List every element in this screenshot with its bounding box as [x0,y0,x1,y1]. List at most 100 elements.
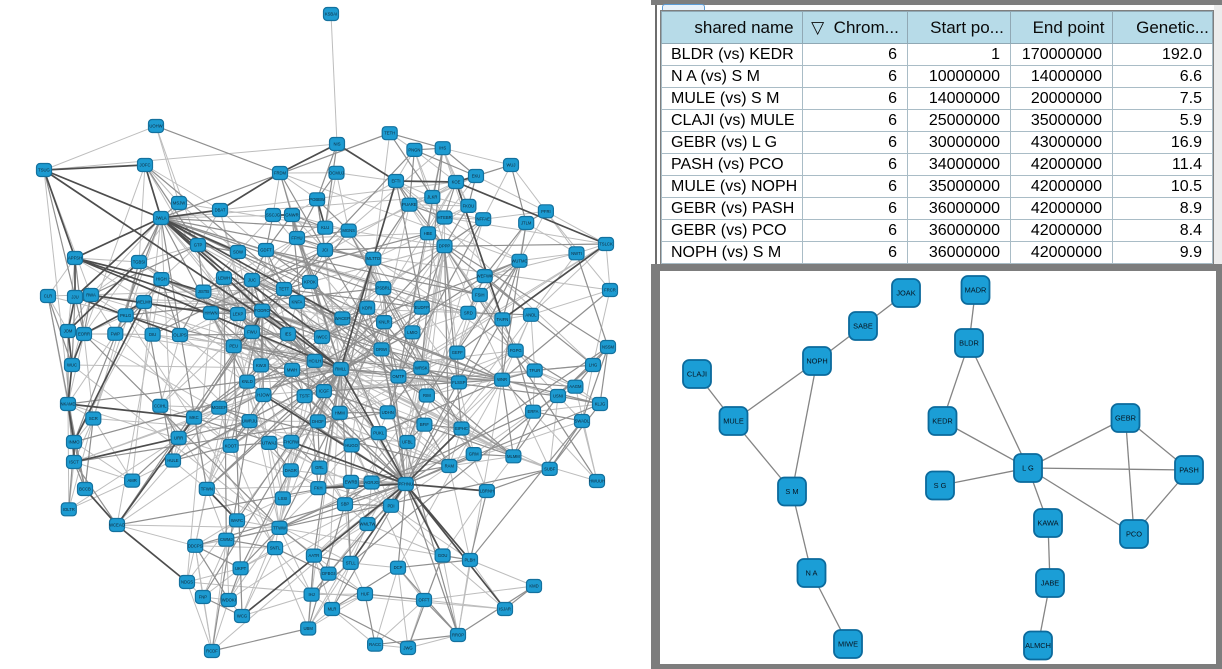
svg-text:KWJI: KWJI [256,363,266,368]
svg-text:JWLA: JWLA [155,216,166,221]
svg-text:RIM: RIM [423,393,431,398]
svg-text:AAGM: AAGM [569,384,582,389]
svg-text:SOW: SOW [233,250,243,255]
svg-text:RAM: RAM [445,464,455,469]
svg-text:NWTI: NWTI [571,251,582,256]
svg-text:JISTB: JISTB [198,289,210,294]
svg-text:JCI: JCI [322,248,328,253]
svg-text:DRWI: DRWI [376,347,387,352]
svg-text:KAWA: KAWA [1037,519,1058,528]
svg-text:SSCJG: SSCJG [266,213,280,218]
svg-text:BLDR: BLDR [959,339,979,348]
svg-text:SCR: SCR [89,416,98,421]
svg-text:SABE: SABE [853,322,873,331]
svg-text:FRDM: FRDM [274,171,287,176]
svg-text:RMLL: RMLL [335,367,347,372]
svg-text:UDHN: UDHN [382,410,394,415]
svg-text:MLR: MLR [328,607,337,612]
svg-text:KNLR: KNLR [379,320,390,325]
svg-text:GEFF: GEFF [452,350,464,355]
svg-text:WDOKI: WDOKI [222,598,236,603]
svg-text:GDFT: GDFT [260,248,272,253]
svg-text:RACC: RACC [369,642,381,647]
svg-text:MGNS: MGNS [342,228,355,233]
svg-text:JWG: JWG [403,646,412,651]
svg-text:PLBH: PLBH [465,558,476,563]
svg-text:JOAK: JOAK [896,289,915,298]
svg-text:EKU: EKU [472,174,481,179]
svg-text:SNTL: SNTL [270,546,281,551]
svg-text:STLL: STLL [346,560,357,565]
svg-text:WNR: WNR [497,377,507,382]
svg-text:WUTMC: WUTMC [511,258,527,263]
svg-text:WCG: WCG [237,614,247,619]
svg-text:WAFC: WAFC [231,518,243,523]
svg-text:FHCRW: FHCRW [284,439,300,444]
svg-text:IES: IES [285,332,292,337]
svg-text:OLJPS: OLJPS [173,333,186,338]
svg-text:HULE: HULE [167,458,178,463]
svg-text:KDRI: KDRI [362,305,372,310]
svg-text:L G: L G [1022,464,1034,473]
svg-text:NDGS: NDGS [181,580,193,585]
svg-text:RROP: RROP [452,633,464,638]
svg-text:JLKR: JLKR [427,195,437,200]
svg-text:CCIHL: CCIHL [154,403,167,408]
svg-text:DFBGI: DFBGI [322,571,335,576]
svg-text:GTP: GTP [194,243,203,248]
svg-text:FKH: FKH [314,486,322,491]
svg-text:JTLM: JTLM [521,221,532,226]
svg-text:UBM: UBM [304,626,314,631]
svg-text:JABE: JABE [1041,579,1060,588]
svg-text:INMO: INMO [69,440,81,445]
svg-text:EIPHC: EIPHC [455,426,468,431]
svg-text:AATR: AATR [308,553,319,558]
svg-text:RCDF: RCDF [206,649,218,654]
svg-text:KNFA: KNFA [292,300,303,305]
svg-text:EFTI: EFTI [391,179,400,184]
svg-text:JOM: JOM [64,329,73,334]
svg-text:SBP: SBP [341,502,350,507]
svg-text:UKPT: UKPT [235,566,247,571]
svg-text:JUC: JUC [248,278,256,283]
svg-text:TETT: TETT [279,287,290,292]
svg-text:UTWAJ: UTWAJ [262,440,276,445]
svg-text:FFHU: FFHU [291,236,302,241]
svg-text:TETH: TETH [384,131,395,136]
svg-text:N A: N A [806,569,818,578]
svg-text:PKLG: PKLG [120,313,131,318]
svg-text:KSBAI: KSBAI [325,12,337,17]
svg-text:ISCT: ISCT [69,460,79,465]
svg-text:WELMH: WELMH [136,300,152,305]
svg-text:GRM: GRM [469,452,479,457]
svg-text:NIS: NIS [334,142,341,147]
svg-text:LSSI: LSSI [278,496,287,501]
svg-text:DAGR: DAGR [285,468,297,473]
svg-text:ANDL: ANDL [525,312,537,317]
svg-text:HUGO: HUGO [345,443,358,448]
svg-text:PEU: PEU [229,344,238,349]
svg-text:NOPH: NOPH [806,357,827,366]
svg-text:S M: S M [785,487,798,496]
svg-text:S G: S G [934,481,947,490]
svg-text:PFHNU: PFHNU [399,482,413,487]
svg-text:OMTP: OMTP [392,374,404,379]
svg-text:HHWN: HHWN [204,311,217,316]
svg-text:MULE: MULE [723,417,744,426]
svg-text:TAIFN: TAIFN [497,317,509,322]
svg-text:KPOK: KPOK [304,280,316,285]
svg-text:TTWW: TTWW [273,525,286,530]
svg-text:BFIF: BFIF [420,422,430,427]
svg-text:DBAT: DBAT [215,208,226,213]
svg-text:APFSH: APFSH [68,256,82,261]
svg-text:HWUUH: HWUUH [589,479,605,484]
svg-text:EUDFP: EUDFP [415,305,429,310]
svg-text:OCMUJ: OCMUJ [329,170,344,175]
svg-text:FKOU: FKOU [463,203,475,208]
svg-text:LMIO: LMIO [407,330,418,335]
svg-text:WUJ: WUJ [506,163,515,168]
svg-text:HTEBR: HTEBR [437,215,451,220]
svg-text:FWU: FWU [247,330,257,335]
svg-text:SUBF: SUBF [544,466,556,471]
svg-text:CWMJ: CWMJ [220,537,233,542]
